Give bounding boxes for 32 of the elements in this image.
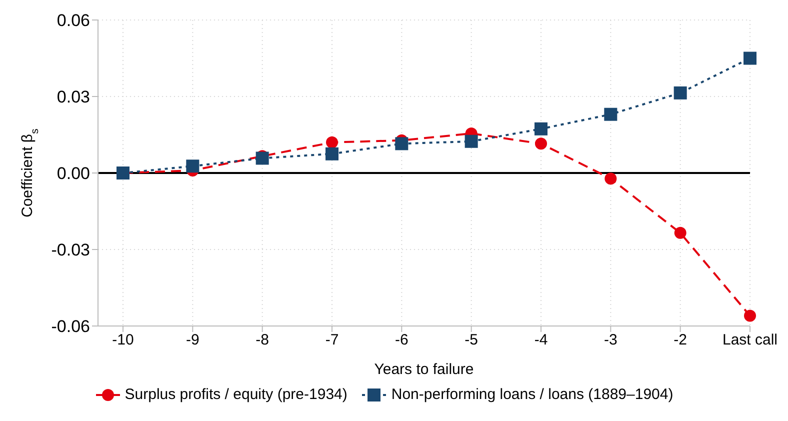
point xyxy=(464,134,478,148)
point xyxy=(326,147,338,160)
point xyxy=(744,52,756,65)
point xyxy=(604,108,618,121)
x-tick-label: Last call xyxy=(722,332,778,349)
x-axis-title: Years to failure xyxy=(374,361,474,378)
x-tick-label: -4 xyxy=(534,332,548,349)
x-tick-label: -5 xyxy=(464,332,478,349)
x-tick-label: -8 xyxy=(256,332,270,349)
legend-label: Non-performing loans / loans (1889–1904) xyxy=(391,386,674,403)
point xyxy=(256,152,269,165)
x-tick-label: -10 xyxy=(112,332,134,349)
point xyxy=(326,136,338,148)
point xyxy=(674,86,687,100)
x-tick-label: -9 xyxy=(186,332,200,349)
legend-label: Surplus profits / equity (pre-1934) xyxy=(124,386,348,403)
point xyxy=(534,122,548,136)
point xyxy=(186,160,200,173)
point xyxy=(674,226,686,239)
x-tick-label: -2 xyxy=(674,332,688,349)
y-tick-label: 0.03 xyxy=(56,88,90,107)
y-tick-label: 0.06 xyxy=(56,11,90,30)
point xyxy=(604,172,617,185)
point xyxy=(744,310,756,322)
point xyxy=(535,138,547,150)
point xyxy=(395,137,408,150)
x-tick-label: -7 xyxy=(325,332,339,349)
y-tick-label: -0.06 xyxy=(51,317,90,336)
y-tick-label: -0.03 xyxy=(51,240,90,260)
y-tick-label: 0.00 xyxy=(56,164,90,184)
x-tick-label: -3 xyxy=(604,332,618,349)
x-tick-label: -6 xyxy=(394,332,408,349)
